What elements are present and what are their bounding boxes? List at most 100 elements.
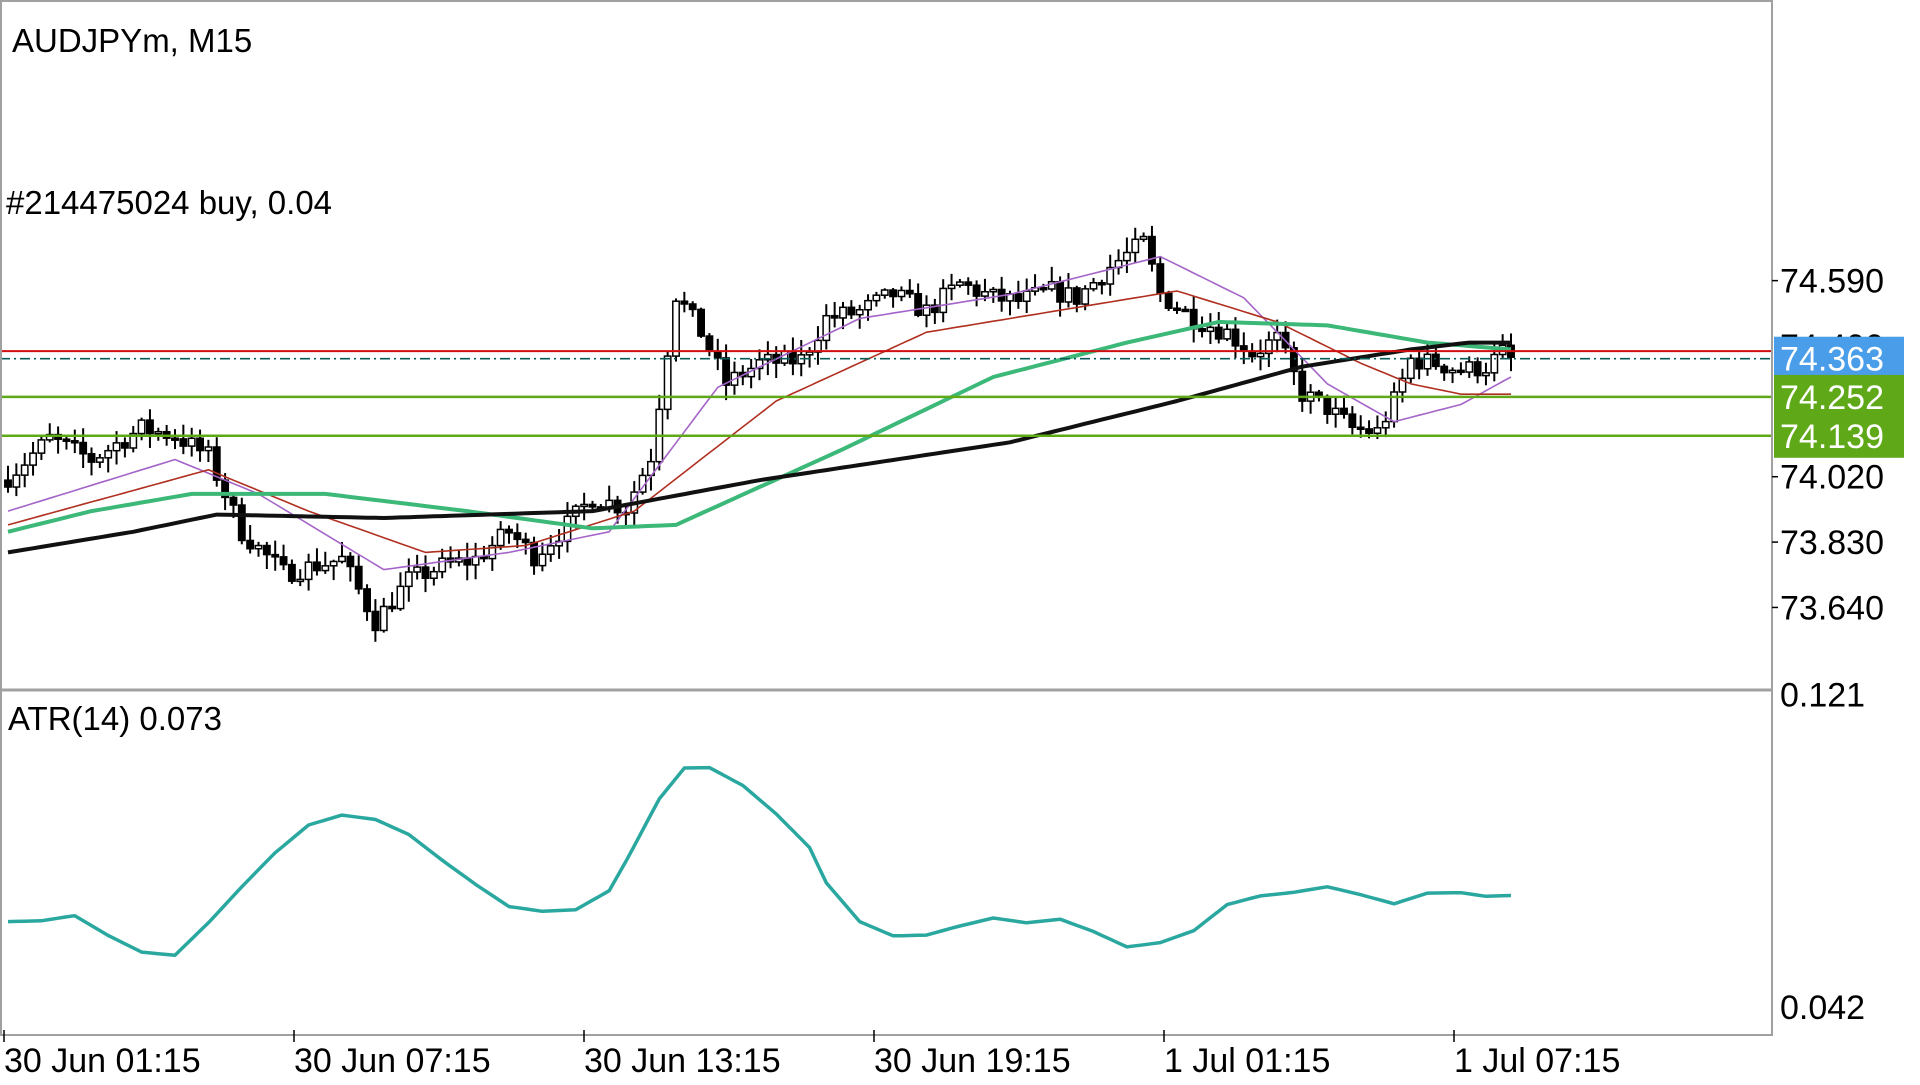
bear-candle [1289, 347, 1298, 373]
atr-tick-label: 0.121 [1780, 676, 1865, 714]
bear-candle [1456, 369, 1465, 374]
bear-candle [722, 357, 731, 386]
bull-candle [1448, 369, 1457, 374]
bull-candle [329, 560, 338, 567]
y-tick-label: 73.640 [1780, 589, 1884, 627]
bull-candle [663, 355, 672, 411]
level-price-badge [1774, 413, 1904, 458]
bull-candle [338, 555, 346, 563]
bull-candle [563, 515, 572, 543]
x-tick-label: 30 Jun 01:15 [4, 1042, 201, 1080]
y-tick-label: 73.830 [1780, 524, 1884, 562]
x-tick-label: 1 Jul 07:15 [1454, 1042, 1620, 1080]
bear-candle [246, 539, 255, 550]
bear-candle [697, 308, 705, 337]
bull-candle [1022, 290, 1031, 303]
bull-candle [112, 442, 121, 452]
bear-candle [930, 304, 939, 314]
bull-candle [546, 545, 555, 555]
bear-candle [1156, 263, 1165, 295]
bear-candle [421, 566, 430, 579]
bear-candle [171, 437, 179, 441]
bear-candle [889, 289, 898, 298]
bear-candle [914, 293, 923, 316]
bull-candle [1465, 361, 1474, 373]
bull-candle [20, 464, 29, 476]
bull-candle [955, 281, 964, 286]
bull-candle [321, 565, 330, 572]
bear-candle [346, 555, 355, 568]
moving-average-ma-mid [7, 290, 1511, 554]
price-pane[interactable] [0, 225, 1772, 642]
y-tick-label: 74.020 [1780, 459, 1884, 497]
atr-indicator-label: ATR(14) 0.073 [8, 700, 222, 737]
bull-candle [1331, 407, 1340, 415]
bear-candle [688, 303, 697, 311]
bear-candle [229, 496, 238, 506]
bear-candle [1473, 361, 1482, 377]
bull-candle [1264, 339, 1273, 355]
bear-candle [705, 335, 714, 352]
bid-price-badge-text: 74.363 [1780, 341, 1884, 379]
bear-candle [1356, 426, 1365, 431]
bear-candle [354, 565, 363, 590]
bear-candle [313, 561, 321, 572]
bull-candle [755, 359, 764, 370]
bull-candle [922, 304, 931, 316]
atr-line [7, 765, 1512, 957]
x-tick-label: 30 Jun 07:15 [294, 1042, 491, 1080]
bull-candle [104, 449, 113, 459]
bull-candle [29, 452, 38, 466]
bear-candle [1056, 280, 1065, 303]
bear-candle [363, 588, 372, 613]
bull-candle [763, 353, 772, 361]
bear-candle [1431, 353, 1440, 368]
bear-candle [262, 544, 271, 556]
bull-candle [187, 437, 196, 447]
bear-candle [1348, 413, 1357, 429]
bear-candle [1231, 328, 1240, 347]
bull-candle [496, 528, 505, 547]
order-label: #214475024 buy, 0.04 [6, 184, 332, 221]
bull-candle [880, 289, 889, 296]
bear-candle [4, 479, 12, 488]
bid-price-badge [1774, 336, 1904, 381]
moving-average-ma-slow [7, 319, 1512, 534]
bear-candle [1097, 282, 1106, 286]
atr-tick-label: 0.042 [1780, 989, 1865, 1027]
bull-candle [1081, 288, 1090, 305]
bear-candle [79, 441, 88, 455]
bull-candle [379, 605, 388, 632]
bear-candle [271, 553, 280, 558]
bull-candle [137, 419, 146, 435]
bull-candle [1482, 372, 1490, 377]
bear-candle [847, 306, 856, 316]
bull-candle [396, 585, 405, 610]
bull-candle [254, 544, 263, 550]
bull-candle [1089, 282, 1098, 290]
bear-candle [1014, 293, 1023, 303]
bear-candle [905, 289, 914, 295]
bull-candle [12, 474, 21, 488]
candles [4, 225, 1515, 642]
bear-candle [1214, 326, 1223, 340]
bull-candle [304, 561, 313, 581]
bear-candle [179, 438, 188, 447]
bull-candle [1398, 377, 1407, 393]
bear-candle [1173, 307, 1181, 311]
bull-candle [1064, 287, 1073, 303]
bear-candle [505, 528, 513, 534]
level-price-badge-text: 74.252 [1780, 379, 1884, 417]
bear-candle [196, 437, 205, 452]
bull-candle [1206, 326, 1215, 333]
bull-candle [1106, 266, 1115, 285]
atr-pane[interactable] [7, 765, 1512, 957]
bull-candle [839, 306, 847, 319]
moving-average-ma-long [7, 340, 1511, 555]
plot-frame [0, 0, 1773, 1036]
bear-candle [1181, 308, 1190, 313]
bull-candle [1223, 328, 1232, 340]
